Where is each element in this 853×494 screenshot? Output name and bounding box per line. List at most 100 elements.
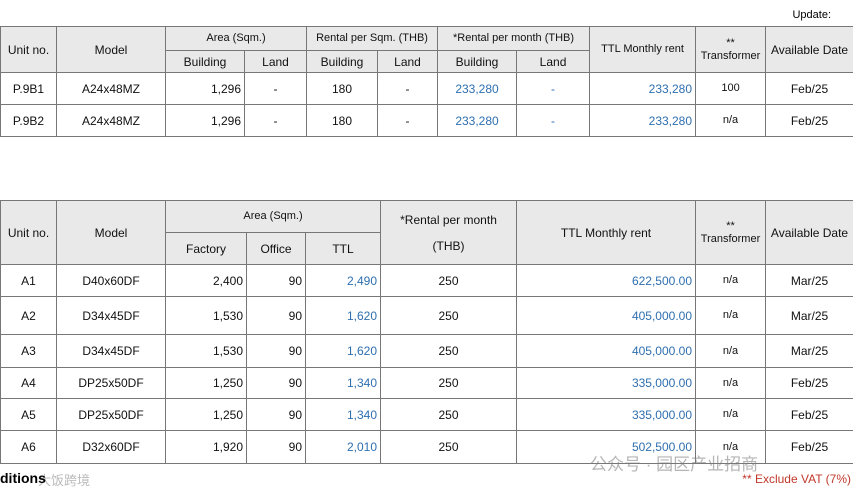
table-cell: DP25x50DF (56, 367, 166, 399)
table-cell: - (516, 72, 591, 105)
update-label: Update: (792, 9, 831, 21)
table-cell: 250 (380, 367, 518, 399)
table-cell: n/a (695, 367, 767, 399)
table-cell: 405,000.00 (516, 334, 697, 368)
table-cell: n/a (695, 296, 767, 335)
table-cell: n/a (695, 398, 767, 431)
table-cell: 180 (306, 72, 379, 105)
table-cell: D34x45DF (56, 334, 166, 368)
table-cell: 2,490 (304, 264, 382, 297)
table-row: A3 D34x45DF 1,530 90 1,620 250 405,000.00 n/a Ma… (0, 334, 853, 368)
header-cell: Model (56, 200, 166, 265)
table-cell: - (516, 104, 591, 137)
vat-note: ** Exclude VAT (7%) (742, 472, 851, 486)
table-cell: 90 (246, 398, 306, 431)
table-row: A2 D34x45DF 1,530 90 1,620 250 405,000.00 n/a Ma… (0, 296, 853, 335)
subheader-cell: TTL (304, 232, 382, 265)
table-cell: 90 (246, 296, 306, 335)
header-cell: ** Transformer (695, 26, 767, 73)
header-cell: Unit no. (0, 26, 57, 73)
table-cell: 1,296 (165, 72, 245, 105)
table-cell: 1,250 (165, 398, 247, 431)
table-cell: D32x60DF (56, 430, 166, 464)
table-cell: - (243, 72, 308, 105)
table-cell: 100 (695, 72, 767, 105)
table-cell: P.9B2 (0, 104, 57, 137)
table-cell: 233,280 (437, 104, 518, 137)
subheader-cell: Land (516, 50, 591, 73)
table-cell: 1,620 (304, 334, 382, 368)
table-cell: Mar/25 (765, 334, 853, 368)
table-cell: 90 (246, 334, 306, 368)
table-cell: 405,000.00 (516, 296, 697, 335)
table-cell: n/a (695, 104, 767, 137)
header-cell: Unit no. (0, 200, 57, 265)
header-mark: ** (726, 36, 735, 49)
header-cell: Available Date (765, 26, 853, 73)
table-cell: n/a (695, 430, 767, 464)
table-cell: A2 (0, 296, 57, 335)
table-cell: DP25x50DF (56, 398, 166, 431)
table-cell: D40x60DF (56, 264, 166, 297)
header-cell: TTL Monthly rent (589, 26, 697, 73)
table-cell: Feb/25 (765, 72, 853, 105)
subheader-cell: Building (306, 50, 379, 73)
table-cell: 502,500.00 (516, 430, 697, 464)
table-cell: 1,340 (304, 398, 382, 431)
header-cell: Available Date (765, 200, 853, 265)
table-cell: 250 (380, 334, 518, 368)
table-cell: 622,500.00 (516, 264, 697, 297)
table-cell: - (243, 104, 308, 137)
watermark: 公众号 · 园区产业招商 (590, 455, 759, 474)
table-row: P.9B2 A24x48MZ 1,296-180-233,280-233,280 n/… (0, 104, 853, 137)
table-cell: 250 (380, 398, 518, 431)
table-cell: 233,280 (437, 72, 518, 105)
table-cell: 1,530 (165, 296, 247, 335)
table-cell: Feb/25 (765, 367, 853, 399)
table-cell: D34x45DF (56, 296, 166, 335)
table-row: A6 D32x60DF 1,920 90 2,010 250 502,500.00 n/a Fe… (0, 430, 853, 464)
table-1: Unit no. Model Area (Sqm.) Rental per Sq… (0, 26, 853, 137)
table-cell: 180 (306, 104, 379, 137)
table-cell: - (377, 104, 439, 137)
table-cell: 2,400 (165, 264, 247, 297)
table-cell: A4 (0, 367, 57, 399)
subheader-cell: Land (243, 50, 308, 73)
table-2: Unit no. Model Area (Sqm.) *Rental per m… (0, 200, 853, 464)
watermark: 大饭跨境 (38, 473, 91, 488)
table-cell: 90 (246, 264, 306, 297)
table-cell: 1,296 (165, 104, 245, 137)
table-cell: A1 (0, 264, 57, 297)
subheader-cell: Land (377, 50, 439, 73)
table-cell: Mar/25 (765, 296, 853, 335)
table-cell: 250 (380, 264, 518, 297)
section-heading: ditions (0, 470, 46, 486)
table-cell: 90 (246, 430, 306, 464)
header-cell: *Rental per month (THB) (380, 200, 518, 265)
header-cell: Model (56, 26, 166, 73)
table-cell: 233,280 (589, 104, 697, 137)
header-cell: Area (Sqm.) (164, 200, 382, 233)
table-cell: P.9B1 (0, 72, 57, 105)
table-row: A5 DP25x50DF 1,250 90 1,340 250 335,000.00 n/a F… (0, 398, 853, 431)
table-cell: 1,620 (304, 296, 382, 335)
table-row: P.9B1 A24x48MZ 1,296-180-233,280-233,280 10… (0, 72, 853, 105)
table-cell: 1,920 (165, 430, 247, 464)
header-cell: ** Transformer (695, 200, 767, 265)
table-row: A4 DP25x50DF 1,250 90 1,340 250 335,000.00 n/a F… (0, 367, 853, 399)
header-text: *Rental per month (400, 212, 497, 227)
table-cell: 233,280 (589, 72, 697, 105)
table-cell: A5 (0, 398, 57, 431)
header-text: Transformer (700, 49, 761, 62)
header-mark: ** (726, 219, 735, 232)
subheader-cell: Factory (165, 232, 247, 265)
table-cell: Mar/25 (765, 264, 853, 297)
header-text: (THB) (432, 238, 465, 253)
subheader-cell: Building (437, 50, 518, 73)
table-cell: n/a (695, 334, 767, 368)
subheader-cell: Office (246, 232, 306, 265)
table-cell: 2,010 (304, 430, 382, 464)
table-cell: - (377, 72, 439, 105)
header-text: Transformer (700, 232, 761, 245)
table-cell: 250 (380, 296, 518, 335)
